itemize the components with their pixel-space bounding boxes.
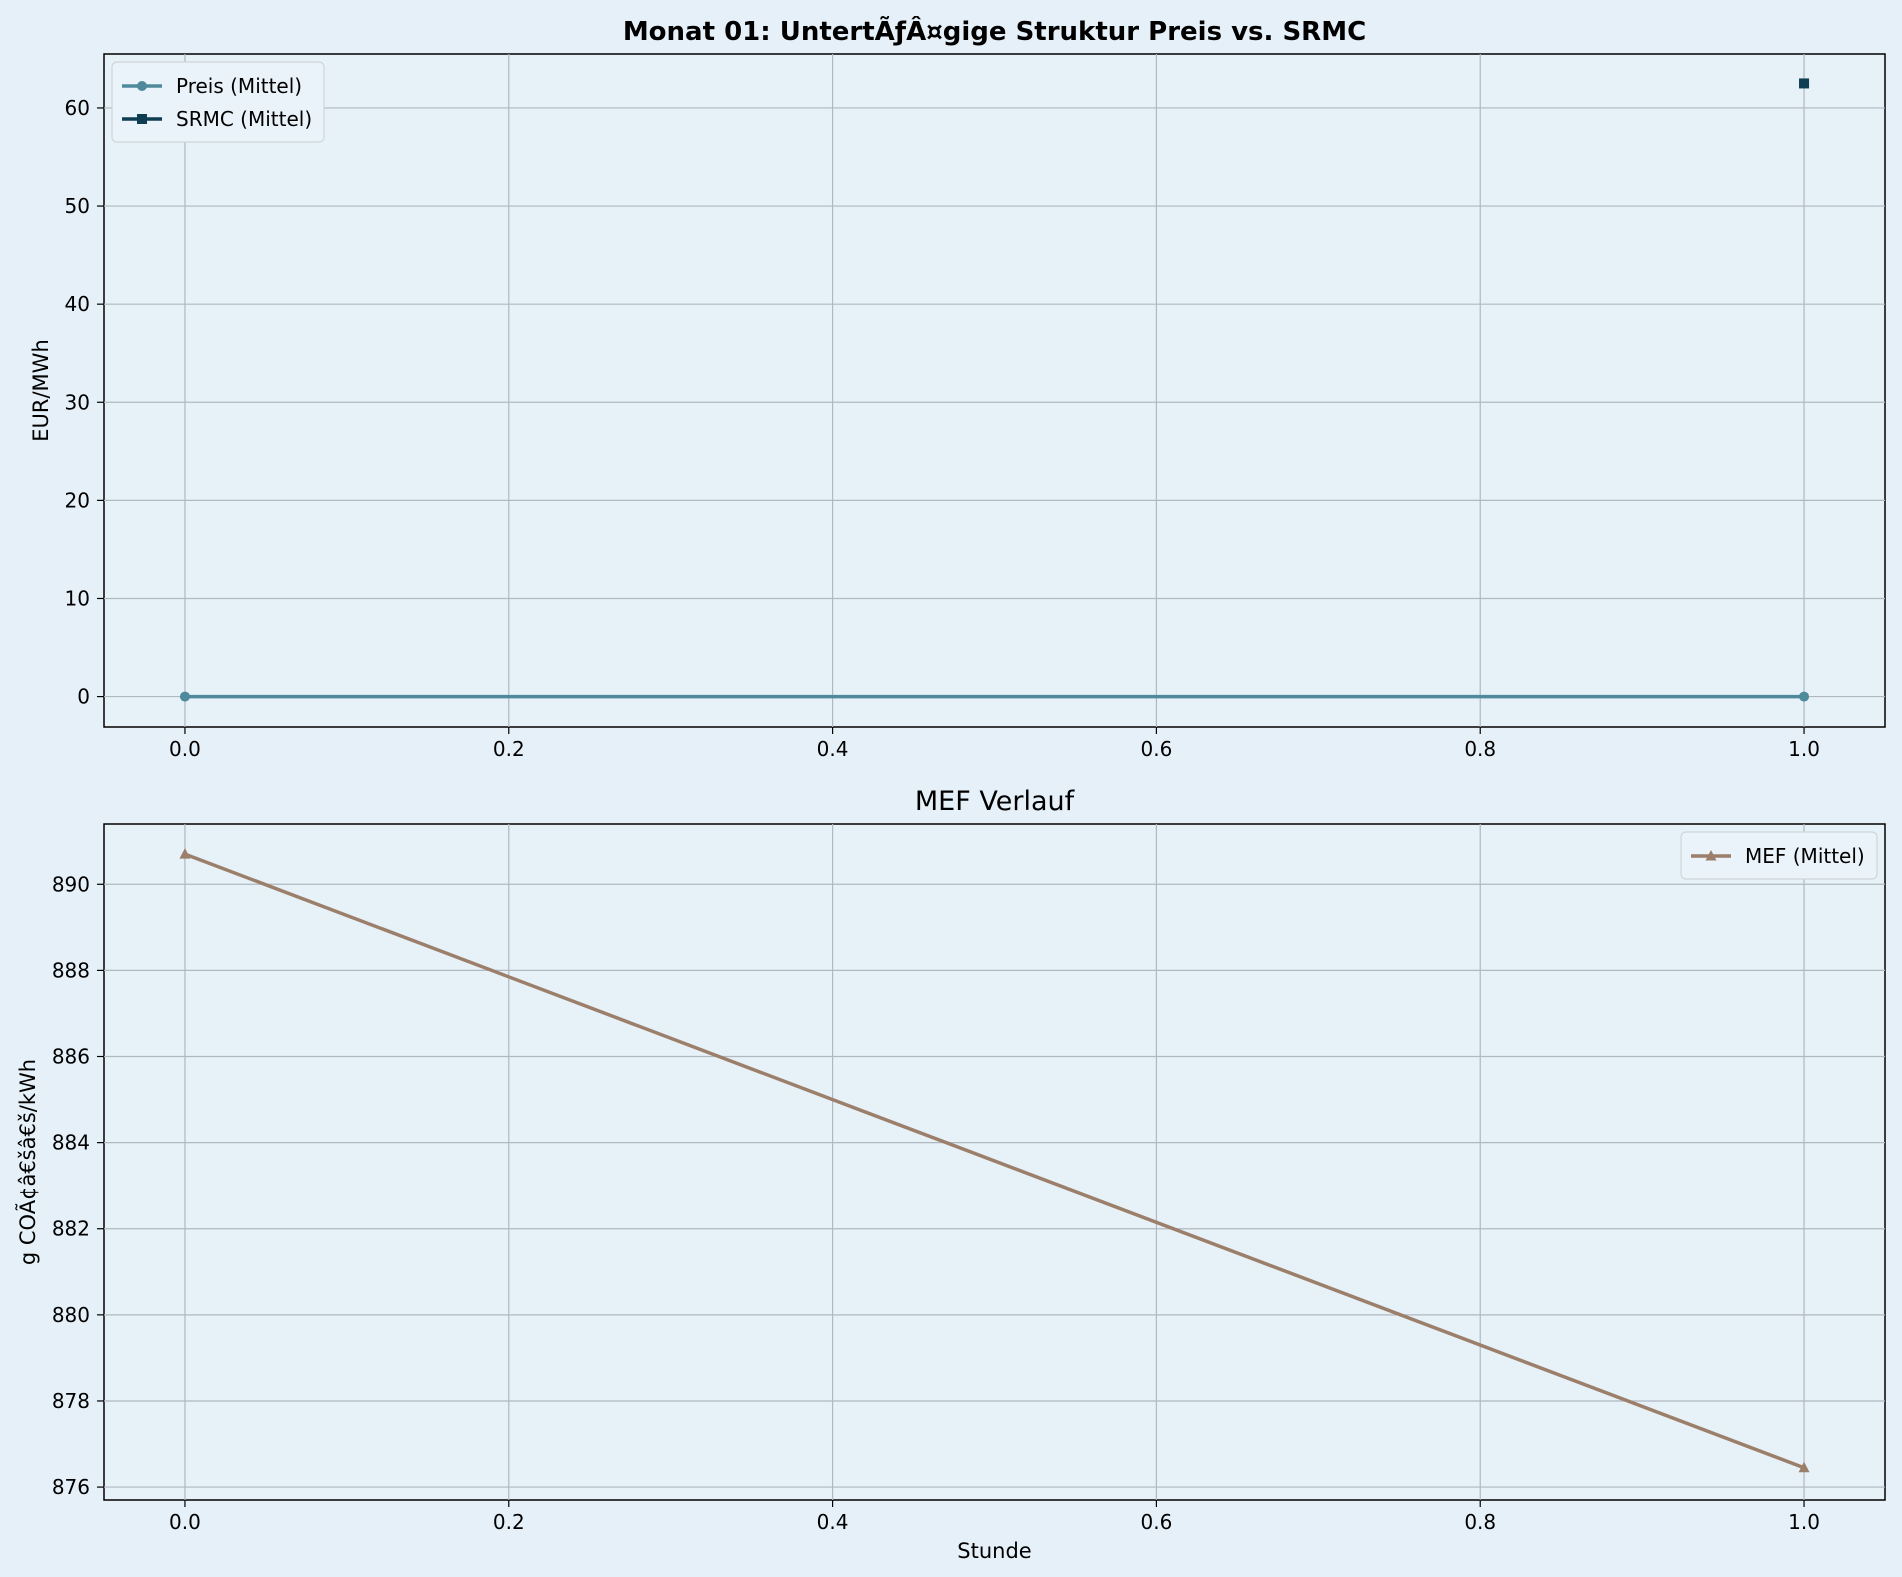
y-tick-label: 10: [65, 586, 90, 610]
legend-marker: [1705, 850, 1717, 861]
legend: MEF (Mittel): [1680, 831, 1878, 880]
y-tick-label: 884: [52, 1131, 90, 1155]
x-axis-label: Stunde: [957, 1539, 1031, 1563]
y-tick-label: 888: [52, 958, 90, 982]
y-tick-label: 60: [65, 96, 90, 120]
y-tick-label: 878: [52, 1389, 90, 1413]
plot-area: [103, 53, 1886, 728]
x-tick-label: 0.8: [1464, 1510, 1496, 1534]
y-tick-label: 876: [52, 1475, 90, 1499]
series: [179, 848, 1810, 1473]
y-tick-label: 20: [65, 488, 90, 512]
legend-marker: [137, 81, 147, 91]
x-tick-label: 0.2: [493, 1510, 525, 1534]
data-point: [1798, 1461, 1810, 1473]
legend-marker: [137, 114, 147, 124]
chart-price-srmc: 0.0 0.2 0.4 0.6 0.8 1.0 0 10 20 30 40 50 60 Preis (M…: [29, 15, 1886, 761]
x-tick-label: 0.6: [1141, 737, 1173, 761]
data-point: [179, 848, 191, 859]
chart-title: Monat 01: UntertÃƒÂ¤gige Struktur Preis …: [623, 15, 1366, 47]
y-tick-label: 0: [77, 685, 90, 709]
y-tick-label: 890: [52, 872, 90, 896]
data-point: [179, 691, 190, 702]
y-tick-label: 30: [65, 390, 90, 414]
data-point: [1799, 691, 1810, 702]
y-tick-label: 40: [65, 292, 90, 316]
x-tick-label: 0.4: [817, 737, 849, 761]
y-tick-label: 880: [52, 1303, 90, 1327]
y-tick-label: 886: [52, 1045, 90, 1069]
ticks: 0.0 0.2 0.4 0.6 0.8 1.0 876 878 880 882 884 886 888 8…: [52, 872, 1820, 1534]
legend-label: Preis (Mittel): [176, 74, 302, 98]
ticks: 0.0 0.2 0.4 0.6 0.8 1.0 0 10 20 30 40 50 60: [65, 96, 1820, 761]
legend-label: SRMC (Mittel): [176, 107, 312, 131]
data-point: [1799, 78, 1810, 89]
chart-title: MEF Verlauf: [915, 786, 1076, 817]
chart-mef: 0.0 0.2 0.4 0.6 0.8 1.0 876 878 880 882 884 886 888 8…: [14, 786, 1886, 1563]
legend-label: MEF (Mittel): [1745, 844, 1865, 868]
x-tick-label: 0.2: [493, 737, 525, 761]
x-tick-label: 0.6: [1141, 1510, 1173, 1534]
legend-box: [111, 61, 325, 143]
x-tick-label: 0.0: [169, 1510, 201, 1534]
grid: [104, 824, 1885, 1500]
series-line: [184, 852, 1805, 1470]
x-tick-label: 1.0: [1788, 737, 1820, 761]
y-axis-label: g COÃ¢â€šâ€š/kWh: [14, 1059, 40, 1265]
x-tick-label: 0.0: [169, 737, 201, 761]
y-tick-label: 50: [65, 194, 90, 218]
y-axis-label: EUR/MWh: [29, 339, 53, 442]
x-tick-label: 0.4: [817, 1510, 849, 1534]
x-tick-label: 0.8: [1464, 737, 1496, 761]
y-tick-label: 882: [52, 1217, 90, 1241]
series: [179, 78, 1810, 702]
x-tick-label: 1.0: [1788, 1510, 1820, 1534]
legend: Preis (Mittel) SRMC (Mittel): [111, 61, 325, 143]
legend-box: [1680, 831, 1878, 880]
